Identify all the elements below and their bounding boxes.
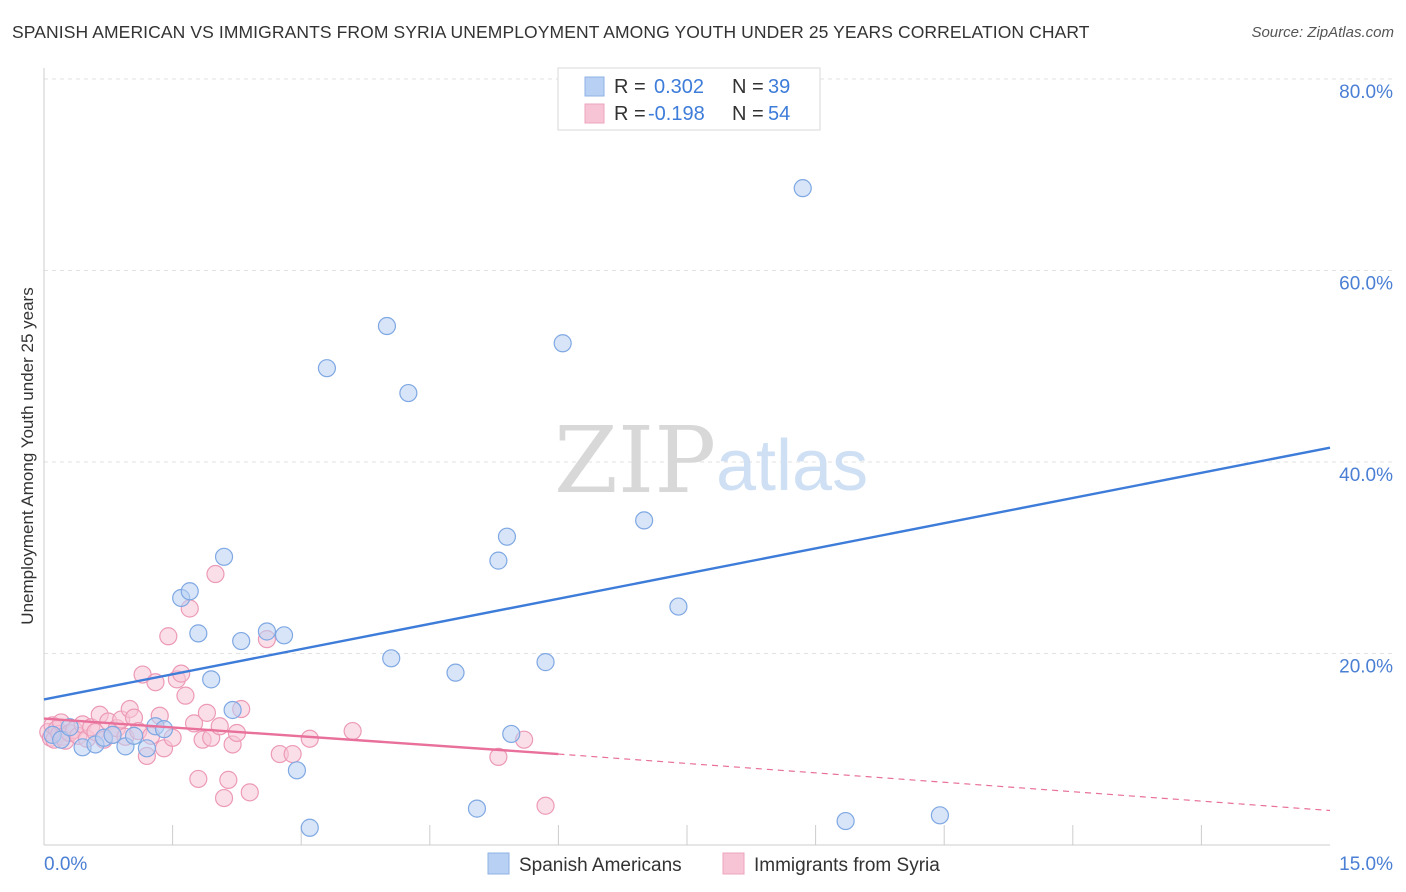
y-axis-label: Unemployment Among Youth under 25 years (18, 287, 37, 624)
y-tick-label-3: 80.0% (1339, 82, 1393, 103)
syria-point-45 (214, 788, 234, 808)
spanish-point-21 (287, 761, 307, 780)
spanish-point-37 (836, 811, 855, 831)
spanish-point-27 (446, 663, 465, 682)
series-spanish-americans (43, 179, 950, 837)
spanish-point-30 (497, 527, 517, 546)
trend-line-spanish-americans (43, 446, 1331, 701)
spanish-point-25 (382, 649, 401, 668)
watermark-atlas: atlas (716, 426, 868, 506)
legend-r-label-1: R = (614, 76, 646, 98)
legend-label-spanish-americans: Spanish Americans (519, 855, 682, 876)
x-tick-label-0: 0.0% (44, 854, 87, 875)
spanish-point-38 (930, 806, 950, 825)
syria-point-36 (176, 686, 195, 705)
syria-point-50 (240, 783, 259, 802)
spanish-point-20 (274, 626, 294, 645)
spanish-point-33 (553, 334, 572, 353)
series-legend: Spanish Americans Immigrants from Syria (487, 852, 940, 876)
axes (43, 68, 1330, 846)
legend-n-value-2: 54 (768, 103, 790, 125)
spanish-point-2 (60, 718, 79, 737)
trend-extension-immigrants-from-syria (558, 753, 1331, 812)
spanish-point-34 (635, 511, 654, 530)
spanish-point-16 (214, 547, 234, 566)
spanish-point-24 (377, 316, 397, 336)
legend-r-value-2: -0.198 (648, 103, 705, 125)
syria-point-54 (300, 729, 319, 748)
y-tick-label-2: 60.0% (1339, 274, 1393, 295)
spanish-point-26 (399, 383, 418, 403)
syria-point-55 (343, 721, 362, 741)
syria-point-56 (489, 747, 508, 767)
syria-point-32 (159, 627, 178, 646)
spanish-point-35 (669, 597, 688, 616)
spanish-point-19 (257, 622, 277, 641)
spanish-point-31 (502, 724, 521, 744)
spanish-point-14 (189, 624, 208, 643)
spanish-point-18 (232, 631, 251, 651)
tick-labels: 20.0% 40.0% 60.0% 80.0% 0.0% 15.0% (44, 82, 1393, 875)
spanish-point-11 (154, 720, 174, 739)
spanish-point-8 (124, 726, 144, 745)
spanish-point-1 (52, 730, 71, 749)
syria-point-46 (219, 770, 238, 789)
trend-line-immigrants-from-syria (43, 717, 559, 756)
legend-swatch-spanish-americans (487, 852, 510, 875)
legend-n-value-1: 39 (768, 76, 790, 98)
legend-r-value-1: 0.302 (654, 76, 704, 98)
legend-swatch-pink (584, 103, 605, 124)
spanish-point-9 (137, 739, 156, 758)
legend-n-label-2: N = (732, 103, 764, 125)
source-credit: Source: ZipAtlas.com (1251, 24, 1394, 41)
y-tick-label-0: 20.0% (1339, 657, 1393, 678)
spanish-point-36 (793, 179, 812, 198)
x-tick-label-1: 15.0% (1339, 854, 1393, 875)
spanish-point-6 (103, 725, 122, 744)
syria-point-53 (283, 744, 302, 764)
spanish-point-29 (489, 551, 508, 570)
spanish-point-28 (467, 799, 487, 818)
spanish-point-17 (223, 700, 242, 720)
legend-n-label-1: N = (732, 76, 764, 98)
spanish-point-15 (202, 670, 221, 689)
trend-lines (43, 446, 1331, 812)
legend-r-label-2: R = (614, 103, 646, 125)
spanish-point-13 (180, 582, 199, 601)
y-tick-label-1: 40.0% (1339, 465, 1393, 486)
syria-point-39 (189, 769, 208, 789)
syria-point-43 (206, 564, 225, 584)
chart-title: SPANISH AMERICAN VS IMMIGRANTS FROM SYRI… (12, 22, 1090, 42)
syria-point-58 (536, 796, 555, 815)
legend-swatch-immigrants-from-syria (722, 852, 745, 875)
watermark-zip: ZIP (554, 407, 716, 514)
spanish-point-22 (300, 818, 319, 837)
syria-point-41 (197, 703, 216, 722)
spanish-point-23 (317, 359, 337, 378)
legend-swatch-blue (584, 76, 605, 97)
correlation-legend: R = 0.302 N = 39 R = -0.198 N = 54 (557, 67, 821, 131)
legend-label-immigrants-from-syria: Immigrants from Syria (754, 855, 940, 876)
spanish-point-32 (536, 653, 555, 672)
